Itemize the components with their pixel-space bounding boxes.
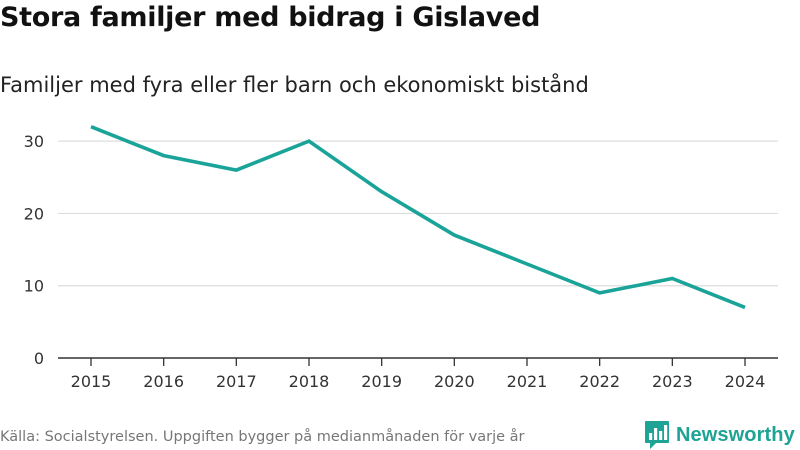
brand-name: Newsworthy — [676, 423, 795, 446]
line-chart: 0 10 20 30 2015 2016 2017 2018 2019 2020 2021 2022… — [24, 125, 778, 391]
x-axis: 2015 2016 2017 2018 2019 2020 2021 2022 2023 2024 — [58, 357, 778, 391]
y-tick-label: 10 — [24, 277, 44, 296]
y-axis-ticks: 0 10 20 30 — [24, 132, 44, 368]
x-tick-label: 2018 — [289, 372, 330, 391]
brand-logo[interactable]: Newsworthy — [644, 420, 795, 450]
chart-title: Stora familjer med bidrag i Gislaved — [0, 2, 541, 33]
y-tick-label: 20 — [24, 204, 44, 223]
x-tick-label: 2021 — [507, 372, 548, 391]
x-tick-label: 2015 — [71, 372, 112, 391]
chart-subtitle: Familjer med fyra eller fler barn och ek… — [0, 73, 589, 97]
x-tick-label: 2022 — [579, 372, 620, 391]
y-tick-label: 0 — [34, 349, 44, 368]
data-point — [452, 233, 456, 237]
data-point — [89, 125, 93, 129]
x-tick-label: 2020 — [434, 372, 475, 391]
data-point — [162, 154, 166, 158]
data-point — [598, 291, 602, 295]
source-note: Källa: Socialstyrelsen. Uppgiften bygger… — [0, 429, 525, 445]
x-tick-label: 2017 — [216, 372, 257, 391]
data-point — [743, 305, 747, 309]
data-point — [307, 139, 311, 143]
data-point — [525, 262, 529, 266]
data-point — [670, 276, 674, 280]
x-tick-label: 2019 — [361, 372, 402, 391]
data-point — [380, 190, 384, 194]
series-line — [90, 125, 746, 310]
x-tick-label: 2024 — [725, 372, 766, 391]
series — [89, 125, 747, 310]
y-tick-label: 30 — [24, 132, 44, 151]
x-tick-label: 2023 — [652, 372, 693, 391]
x-tick-label: 2016 — [143, 372, 184, 391]
data-point — [234, 168, 238, 172]
bar-chart-speech-bubble-icon — [645, 421, 669, 449]
